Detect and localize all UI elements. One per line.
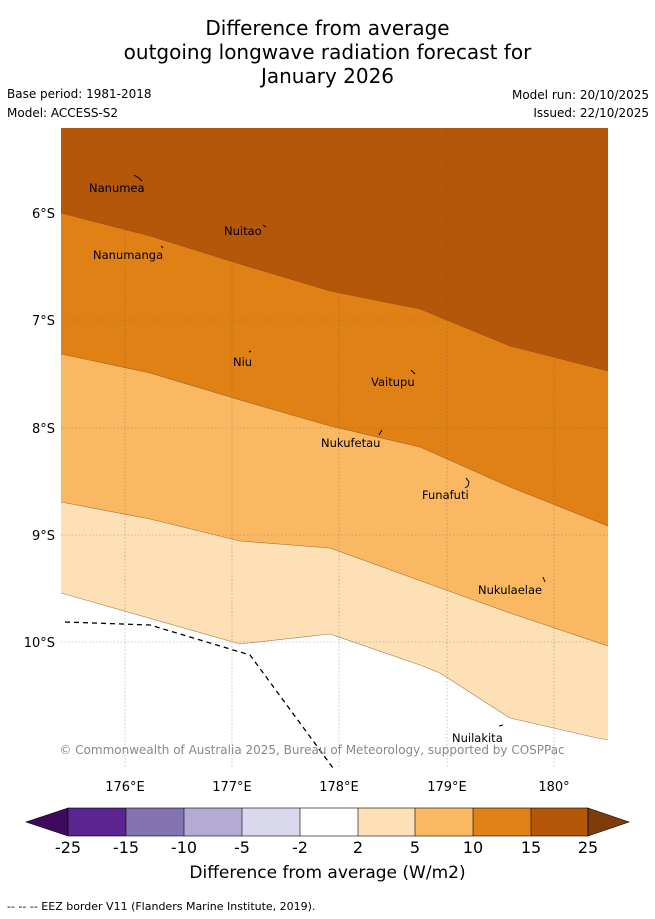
colorbar-tick: -2 bbox=[292, 838, 308, 857]
contour-10 bbox=[61, 353, 608, 527]
colorbar-tick: -10 bbox=[171, 838, 197, 857]
colorbar-swatch-9 bbox=[531, 808, 588, 836]
colorbar-swatch-8 bbox=[473, 808, 531, 836]
map-area: Nanumea Nuitao Nanumanga Niu Vaitupu Nuk… bbox=[59, 128, 608, 768]
copyright-notice: © Commonwealth of Australia 2025, Bureau… bbox=[59, 743, 564, 757]
colorbar-swatch-7 bbox=[415, 808, 473, 836]
lon-label-180: 180° bbox=[538, 780, 569, 795]
colorbar-tick: 5 bbox=[410, 838, 420, 857]
island-nanumea-shape bbox=[133, 174, 143, 182]
contour-2 bbox=[61, 592, 608, 741]
colorbar-ticks: -25 -15 -10 -5 -2 2 5 10 15 25 bbox=[55, 838, 598, 857]
grid-lines bbox=[61, 128, 608, 768]
label-nukulaelae: Nukulaelae bbox=[478, 583, 542, 597]
colorbar-dividers bbox=[67, 807, 589, 837]
island-vaitupu-shape bbox=[410, 369, 416, 375]
label-niu: Niu bbox=[233, 355, 252, 369]
lat-label-6s: 6°S bbox=[32, 207, 55, 222]
label-nukufetau: Nukufetau bbox=[321, 436, 380, 450]
island-nuilakita-shape bbox=[498, 724, 504, 727]
colorbar-tick: -25 bbox=[55, 838, 81, 857]
label-nuitao: Nuitao bbox=[224, 224, 262, 238]
colorbar-tick: 15 bbox=[521, 838, 541, 857]
lat-label-8s: 8°S bbox=[32, 422, 55, 437]
eez-border bbox=[64, 621, 334, 768]
lon-label-177e: 177°E bbox=[212, 780, 252, 795]
eez-legend: -- -- -- EEZ border V11 (Flanders Marine… bbox=[7, 900, 316, 913]
island-niu-shape bbox=[248, 350, 252, 353]
contour-15 bbox=[61, 212, 608, 372]
chart-title: Difference from average outgoing longwav… bbox=[0, 16, 655, 88]
band-15-to-25 bbox=[61, 128, 608, 371]
island-nanumanga-shape bbox=[160, 245, 164, 249]
island-nuitao-shape bbox=[262, 224, 267, 228]
latitude-axis: 6°S 7°S 8°S 9°S 10°S bbox=[24, 207, 55, 651]
title-line-1: Difference from average bbox=[205, 16, 450, 40]
colorbar-tick: 10 bbox=[463, 838, 483, 857]
colorbar-extend-low bbox=[25, 807, 69, 837]
title-line-2: outgoing longwave radiation forecast for bbox=[123, 40, 532, 64]
colorbar-swatch-5 bbox=[300, 808, 358, 836]
island-funafuti-shape bbox=[464, 477, 470, 489]
lat-label-7s: 7°S bbox=[32, 314, 55, 329]
model-run: Model run: 20/10/2025 bbox=[511, 88, 649, 102]
lon-label-179e: 179°E bbox=[427, 780, 467, 795]
lat-label-9s: 9°S bbox=[32, 529, 55, 544]
colorbar-extend-high bbox=[587, 807, 630, 837]
contour-5 bbox=[61, 501, 608, 647]
lat-label-10s: 10°S bbox=[24, 636, 55, 651]
colorbar-tick: 2 bbox=[353, 838, 363, 857]
label-funafuti: Funafuti bbox=[422, 488, 469, 502]
colorbar: -25 -15 -10 -5 -2 2 5 10 15 25 bbox=[25, 807, 630, 857]
label-nanumanga: Nanumanga bbox=[93, 248, 163, 262]
island-nukulaelae-shape bbox=[542, 576, 546, 583]
colorbar-swatch-4 bbox=[242, 808, 300, 836]
title-line-3: January 2026 bbox=[260, 64, 395, 88]
lon-label-178e: 178°E bbox=[319, 780, 359, 795]
colorbar-tick: -5 bbox=[234, 838, 250, 857]
colorbar-tick: -15 bbox=[113, 838, 139, 857]
lon-label-176e: 176°E bbox=[105, 780, 145, 795]
label-vaitupu: Vaitupu bbox=[371, 375, 415, 389]
colorbar-tick: 25 bbox=[578, 838, 598, 857]
islands bbox=[133, 174, 546, 727]
label-nuilakita: Nuilakita bbox=[452, 731, 503, 745]
colorbar-frame bbox=[67, 807, 589, 837]
colorbar-swatch-3 bbox=[184, 808, 242, 836]
issued-date: Issued: 22/10/2025 bbox=[533, 106, 649, 120]
place-labels: Nanumea Nuitao Nanumanga Niu Vaitupu Nuk… bbox=[89, 181, 542, 745]
colorbar-swatch-2 bbox=[126, 808, 184, 836]
contour-lines bbox=[61, 212, 608, 741]
island-nukufetau-shape bbox=[378, 429, 383, 436]
colorbar-swatch-6 bbox=[358, 808, 415, 836]
label-nanumea: Nanumea bbox=[89, 181, 145, 195]
colorbar-title: Difference from average (W/m2) bbox=[189, 863, 466, 883]
colorbar-swatch-1 bbox=[68, 808, 126, 836]
longitude-axis: 176°E 177°E 178°E 179°E 180° bbox=[105, 780, 569, 795]
base-period: Base period: 1981-2018 bbox=[7, 87, 152, 101]
model-name: Model: ACCESS-S2 bbox=[7, 106, 119, 120]
